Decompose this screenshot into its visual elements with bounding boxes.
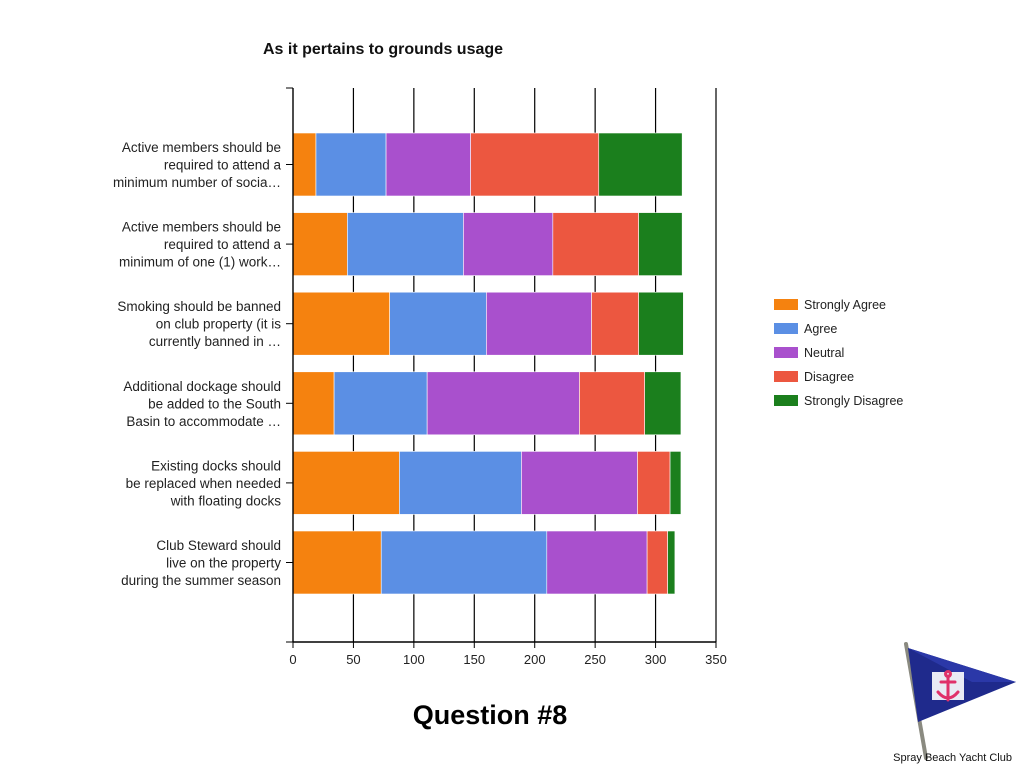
question-heading: Question #8 xyxy=(412,700,568,730)
bar-segment-strongly-disagree xyxy=(638,291,684,356)
x-tick-label: 200 xyxy=(524,652,546,667)
axis-layer: 0 50 100 150 200 250 300 350 Active members shou… xyxy=(113,87,727,667)
legend-swatch xyxy=(774,371,798,382)
bar-segment-agree xyxy=(380,530,548,595)
bar-segment-neutral xyxy=(521,451,638,515)
legend-label: Neutral xyxy=(804,346,844,360)
bar-segment-neutral xyxy=(486,291,592,356)
bar-segment-strongly-agree xyxy=(292,371,335,436)
x-tick-label: 300 xyxy=(645,652,667,667)
chart-title: As it pertains to grounds usage xyxy=(263,41,503,58)
x-tick-label: 350 xyxy=(705,652,727,667)
bar-segment-disagree xyxy=(591,291,639,356)
bar-segment-strongly-disagree xyxy=(669,451,682,515)
bar-segment-strongly-agree xyxy=(292,132,317,197)
x-tick-label: 100 xyxy=(403,652,425,667)
category-label-line: Basin to accommodate … xyxy=(126,414,281,429)
bar-segment-strongly-agree xyxy=(292,530,382,595)
legend-label: Agree xyxy=(804,322,837,336)
legend-label: Strongly Agree xyxy=(804,298,886,312)
category-label: Active members should be required to atte… xyxy=(119,220,282,270)
category-label-line: Additional dockage should xyxy=(123,379,281,394)
category-label-line: during the summer season xyxy=(121,573,281,588)
bar-segment-agree xyxy=(347,212,464,276)
x-tick-label: 50 xyxy=(346,652,360,667)
legend-swatch xyxy=(774,323,798,334)
bar-segment-disagree xyxy=(552,212,639,276)
bar-segment-strongly-agree xyxy=(292,291,390,356)
category-label: Smoking should be banned on club property… xyxy=(117,299,281,349)
category-label: Active members should be required to atte… xyxy=(113,140,282,190)
category-label: Additional dockage should be added to the… xyxy=(123,379,281,429)
category-label-line: Club Steward should xyxy=(156,538,281,553)
bar-segment-neutral xyxy=(546,530,648,595)
bar-segment-strongly-agree xyxy=(292,451,400,515)
legend: Strongly Agree Agree Neutral Disagree Strong… xyxy=(774,298,903,408)
logo-caption: Spray Beach Yacht Club xyxy=(893,752,1012,764)
category-label-line: with floating docks xyxy=(170,493,282,508)
legend-label: Strongly Disagree xyxy=(804,394,903,408)
club-logo-pennant-icon xyxy=(904,642,1016,760)
category-label-line: live on the property xyxy=(166,556,281,571)
bar-segment-strongly-disagree xyxy=(644,371,682,436)
bar-layer xyxy=(292,132,684,595)
bar-segment-neutral xyxy=(426,371,580,436)
bar-segment-disagree xyxy=(646,530,668,595)
category-label-line: Smoking should be banned xyxy=(117,299,281,314)
bar-segment-agree xyxy=(399,451,522,515)
bar-segment-strongly-disagree xyxy=(638,212,683,276)
bar-segment-strongly-disagree xyxy=(667,530,676,595)
bar-segment-disagree xyxy=(579,371,645,436)
bar-segment-disagree xyxy=(637,451,671,515)
bar-segment-agree xyxy=(333,371,428,436)
category-label-line: Existing docks should xyxy=(151,458,281,473)
category-label-line: be added to the South xyxy=(148,396,281,411)
category-label-line: required to attend a xyxy=(164,158,282,173)
bar-segment-agree xyxy=(315,132,387,197)
category-label-line: be replaced when needed xyxy=(126,476,281,491)
legend-swatch xyxy=(774,347,798,358)
x-tick-label: 150 xyxy=(463,652,485,667)
bar-segment-strongly-agree xyxy=(292,212,348,276)
category-label-line: minimum of one (1) work… xyxy=(119,255,281,270)
x-tick-label: 0 xyxy=(289,652,296,667)
bar-segment-agree xyxy=(389,291,487,356)
category-label: Existing docks should be replaced when ne… xyxy=(126,458,282,508)
legend-swatch xyxy=(774,395,798,406)
legend-label: Disagree xyxy=(804,370,854,384)
category-label-line: Active members should be xyxy=(122,140,281,155)
category-label-line: minimum number of socia… xyxy=(113,175,281,190)
category-label-line: Active members should be xyxy=(122,220,281,235)
bar-segment-neutral xyxy=(385,132,471,197)
category-label-line: currently banned in … xyxy=(149,334,281,349)
bar-segment-neutral xyxy=(463,212,554,276)
legend-swatch xyxy=(774,299,798,310)
category-label-line: required to attend a xyxy=(164,237,282,252)
bar-segment-disagree xyxy=(470,132,600,197)
category-label: Club Steward should live on the property d… xyxy=(121,538,281,588)
category-label-line: on club property (it is xyxy=(156,317,282,332)
stacked-bar-chart: As it pertains to grounds usage 0 50 100 15… xyxy=(113,41,903,667)
bar-segment-strongly-disagree xyxy=(598,132,683,197)
x-tick-label: 250 xyxy=(584,652,606,667)
